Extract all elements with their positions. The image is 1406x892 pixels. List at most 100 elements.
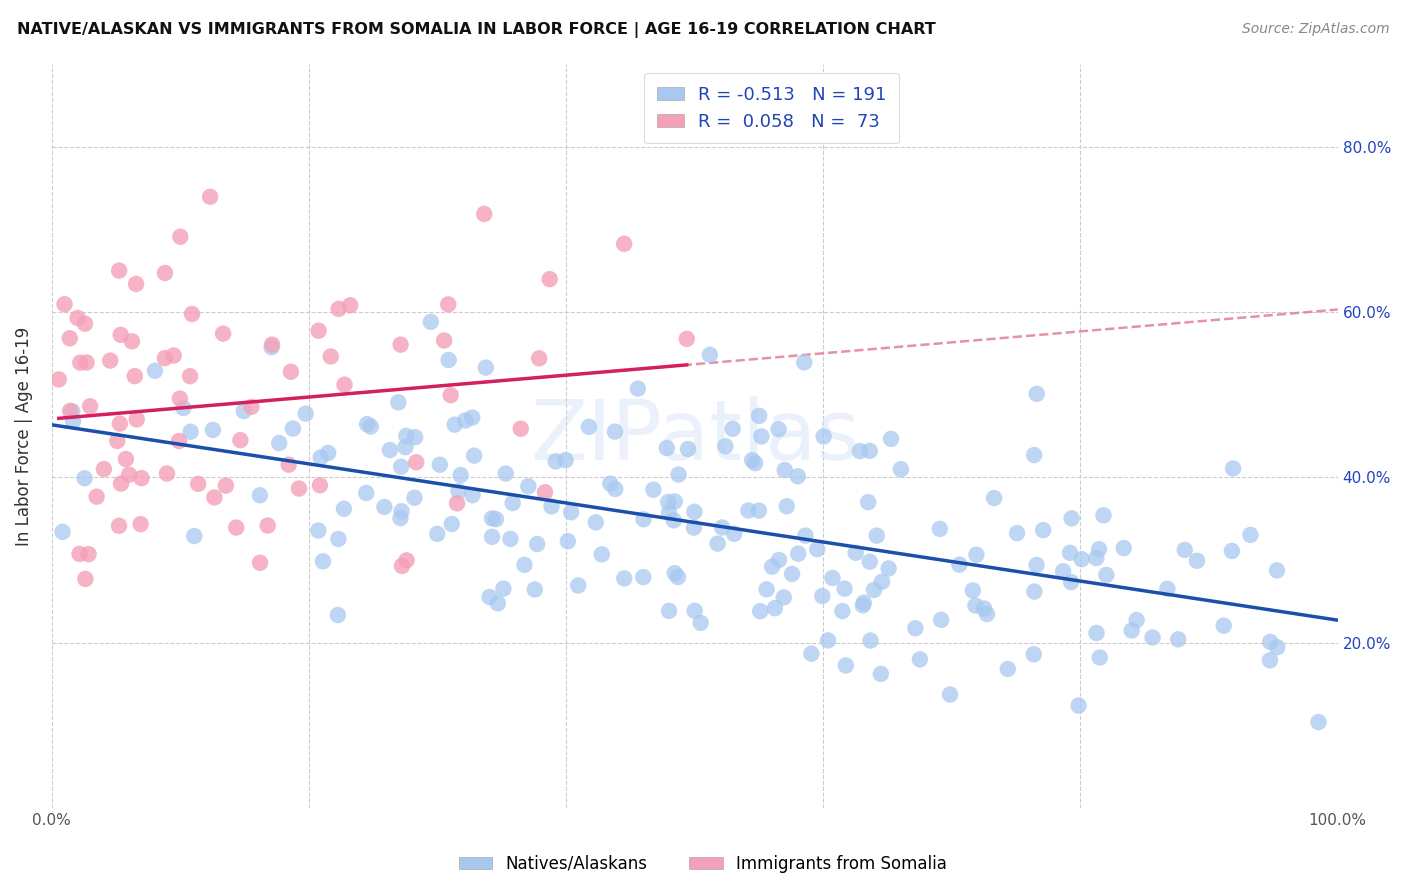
Point [658, 604, 681, 618]
Point [1222, 461, 1244, 475]
Point [793, 355, 815, 369]
Point [475, 360, 498, 375]
Point [1085, 626, 1108, 640]
Point [360, 419, 382, 434]
Point [240, 400, 263, 414]
Point [605, 482, 627, 496]
Point [215, 478, 238, 492]
Point [834, 582, 856, 596]
Point [153, 266, 176, 280]
Point [437, 353, 460, 368]
Point [849, 444, 872, 458]
Point [877, 561, 900, 575]
Point [163, 349, 186, 363]
Point [125, 412, 148, 426]
Point [60, 404, 83, 418]
Point [308, 324, 330, 338]
Point [59, 331, 82, 345]
Point [776, 500, 799, 514]
Point [356, 417, 378, 431]
Point [225, 520, 247, 534]
Point [187, 476, 209, 491]
Point [741, 453, 763, 467]
Point [73, 471, 96, 485]
Point [419, 315, 441, 329]
Point [66, 310, 89, 325]
Point [129, 517, 152, 532]
Point [633, 570, 655, 584]
Point [309, 478, 332, 492]
Point [1067, 698, 1090, 713]
Point [866, 528, 889, 542]
Point [319, 350, 342, 364]
Point [1212, 618, 1234, 632]
Point [69, 547, 91, 561]
Point [973, 601, 995, 615]
Point [965, 599, 987, 613]
Point [1095, 568, 1118, 582]
Point [183, 529, 205, 543]
Point [481, 530, 503, 544]
Point [658, 506, 681, 520]
Point [1088, 650, 1111, 665]
Point [962, 583, 984, 598]
Point [523, 582, 546, 597]
Point [143, 364, 166, 378]
Point [890, 462, 912, 476]
Point [1024, 448, 1046, 462]
Point [326, 607, 349, 622]
Point [835, 658, 858, 673]
Point [859, 443, 882, 458]
Point [108, 263, 131, 277]
Point [262, 337, 284, 351]
Point [433, 334, 456, 348]
Point [948, 558, 970, 572]
Point [633, 512, 655, 526]
Point [461, 410, 484, 425]
Point [110, 327, 132, 342]
Point [976, 607, 998, 621]
Point [269, 436, 291, 450]
Point [373, 500, 395, 514]
Point [748, 503, 770, 517]
Point [763, 601, 786, 615]
Point [643, 483, 665, 497]
Point [499, 532, 522, 546]
Point [167, 434, 190, 448]
Point [394, 440, 416, 454]
Point [405, 455, 427, 469]
Point [232, 404, 254, 418]
Point [1060, 511, 1083, 525]
Point [689, 615, 711, 630]
Point [389, 337, 412, 351]
Point [1174, 542, 1197, 557]
Point [79, 399, 101, 413]
Point [560, 505, 582, 519]
Point [655, 441, 678, 455]
Point [1265, 640, 1288, 655]
Point [1052, 564, 1074, 578]
Point [77, 547, 100, 561]
Y-axis label: In Labor Force | Age 16-19: In Labor Force | Age 16-19 [15, 326, 32, 546]
Point [856, 495, 879, 509]
Point [118, 467, 141, 482]
Point [1070, 552, 1092, 566]
Point [540, 500, 562, 514]
Point [156, 467, 179, 481]
Point [1022, 648, 1045, 662]
Point [86, 490, 108, 504]
Point [391, 504, 413, 518]
Point [339, 298, 361, 312]
Point [711, 520, 734, 534]
Point [1025, 558, 1047, 572]
Point [1032, 523, 1054, 537]
Point [1092, 508, 1115, 523]
Point [773, 463, 796, 477]
Point [852, 596, 875, 610]
Point [229, 433, 252, 447]
Point [780, 566, 803, 581]
Point [429, 458, 451, 472]
Point [904, 621, 927, 635]
Point [997, 662, 1019, 676]
Text: Source: ZipAtlas.com: Source: ZipAtlas.com [1241, 22, 1389, 37]
